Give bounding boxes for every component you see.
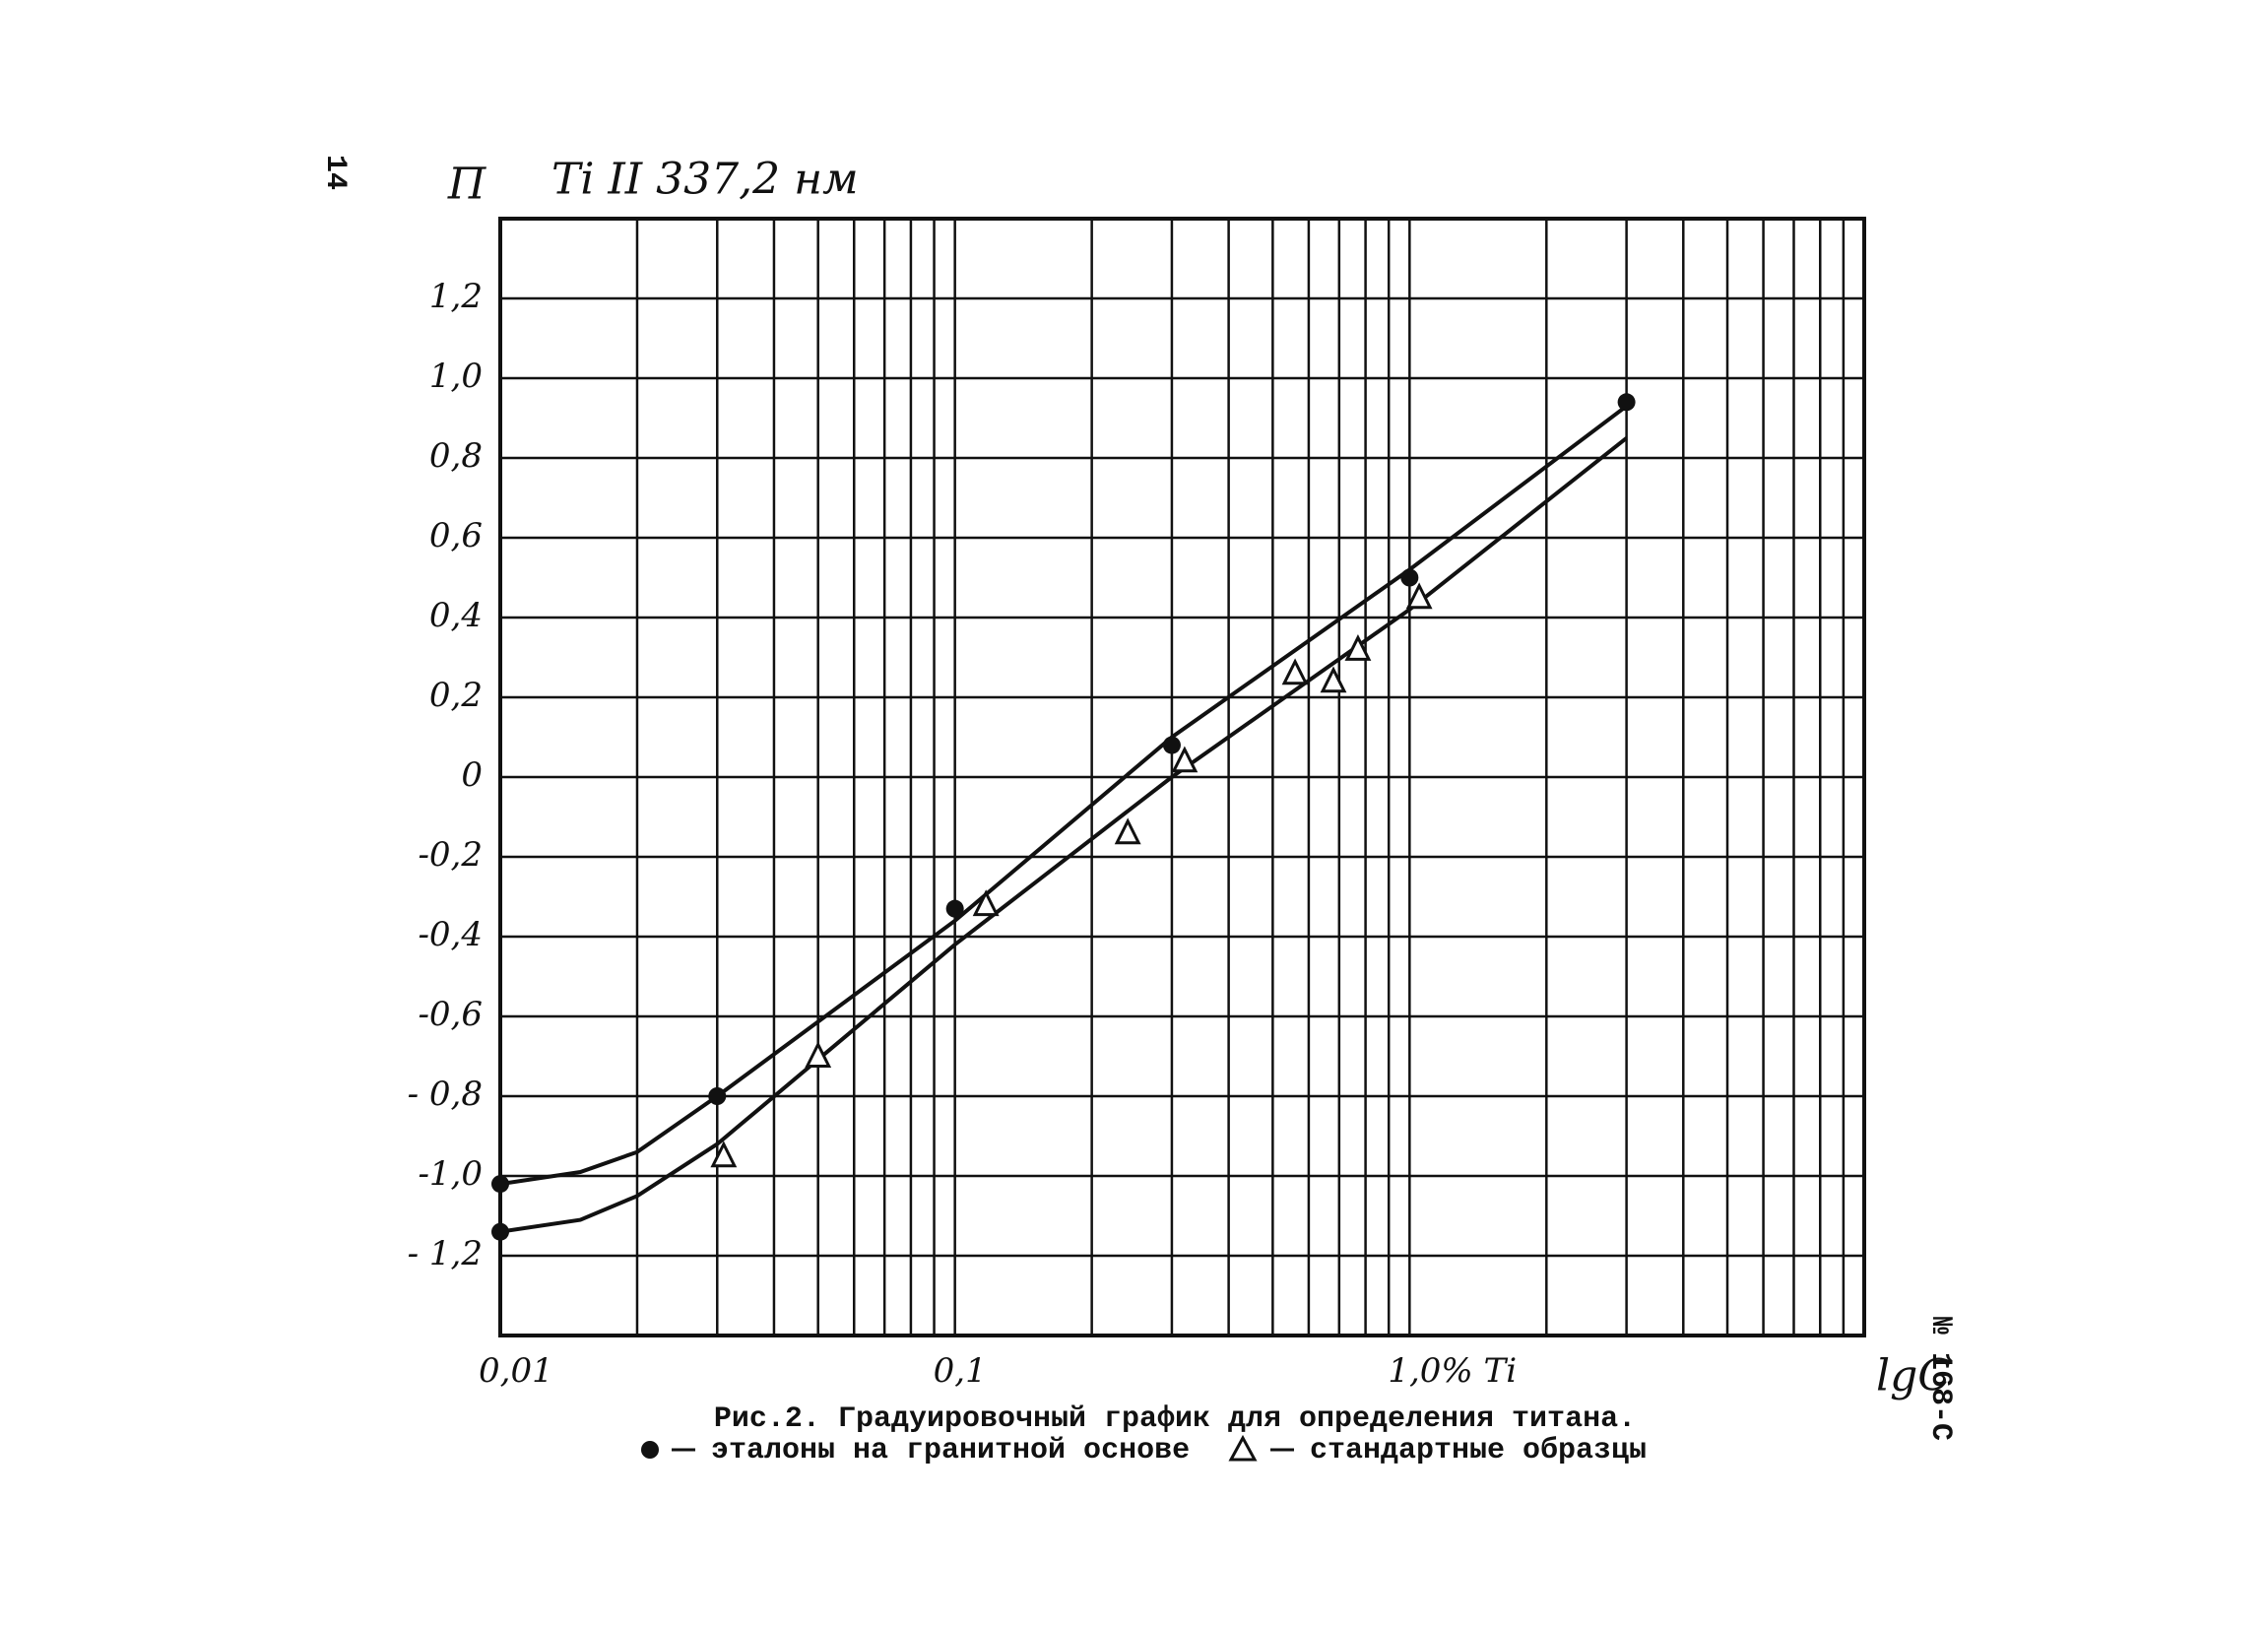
legend-marker — [641, 1441, 659, 1459]
chart-title: Ti II 337,2 нм — [551, 155, 859, 205]
y-tick-label: -0,2 — [418, 835, 483, 875]
data-point — [491, 1175, 509, 1194]
y-tick-label: 1,0 — [429, 357, 483, 396]
x-tick-label: 0,1 — [934, 1351, 987, 1391]
data-point — [972, 889, 1000, 917]
y-tick-label: 0 — [461, 755, 483, 795]
calibration-curve — [499, 404, 1628, 1187]
data-point — [1400, 568, 1419, 587]
y-tick-label: 0,6 — [429, 516, 483, 555]
y-tick-label: 0,4 — [429, 596, 483, 635]
y-tick-label: -0,6 — [418, 995, 483, 1034]
data-point — [708, 1087, 727, 1105]
y-tick-label: -1,0 — [418, 1154, 483, 1194]
side-note: № 168-С — [1923, 1317, 1957, 1441]
data-point — [1405, 582, 1433, 610]
y-tick-label: 1,2 — [429, 277, 483, 316]
page-number: 14 — [318, 155, 352, 190]
data-point — [1617, 393, 1636, 412]
y-tick-label: - 0,8 — [408, 1075, 483, 1114]
calibration-curve — [499, 436, 1628, 1234]
data-point — [1114, 817, 1141, 845]
data-point — [1281, 658, 1309, 685]
data-point — [1320, 666, 1347, 693]
data-point — [945, 899, 964, 918]
data-point — [1171, 746, 1199, 773]
data-point — [1344, 634, 1372, 661]
data-point — [710, 1140, 738, 1168]
y-tick-label: 0,8 — [429, 436, 483, 476]
x-axis-label: lgC — [1876, 1351, 1951, 1401]
x-tick-label: 1,0% Ti — [1388, 1351, 1517, 1391]
data-point — [491, 1222, 509, 1241]
x-tick-label: 0,01 — [479, 1351, 553, 1391]
y-tick-label: 0,2 — [429, 676, 483, 715]
legend-label: эталоны на гранитной основе — [711, 1434, 1190, 1467]
y-tick-label: - 1,2 — [408, 1234, 483, 1273]
legend-label: стандартные образцы — [1310, 1434, 1647, 1467]
y-tick-label: -0,4 — [418, 915, 483, 954]
legend: эталоны на гранитной основе стандартные … — [641, 1434, 1647, 1467]
data-point — [1162, 736, 1181, 754]
legend-marker — [1228, 1434, 1258, 1462]
caption: Рис.2. Градуировочный график для определ… — [714, 1402, 1636, 1436]
y-axis-label: П — [447, 160, 487, 210]
data-point — [805, 1041, 832, 1068]
